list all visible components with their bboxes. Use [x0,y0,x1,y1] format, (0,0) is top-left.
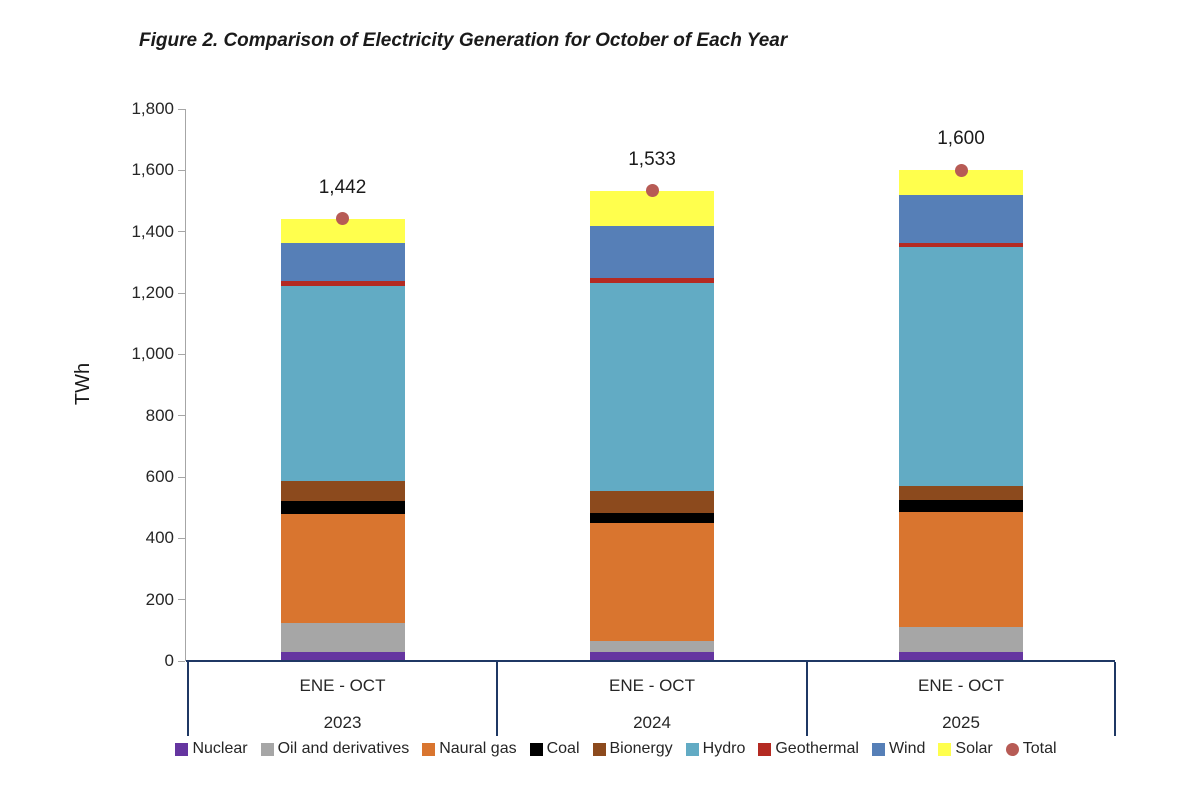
y-tick-mark [178,537,185,539]
legend-swatch-total-icon [1005,742,1019,756]
category-year-label: 2025 [942,713,980,732]
y-tick-mark [178,660,185,662]
bar-segment-oil-and-derivatives [280,623,405,652]
bar-segment-geothermal [590,277,714,283]
category-divider [806,662,808,736]
y-tick-mark [178,292,185,294]
y-tick-label: 400 [145,528,174,548]
legend-label: Oil and derivatives [277,740,410,757]
y-tick-mark [178,169,185,171]
bar-segment-bionergy [899,485,1023,500]
legend-swatch-coal-icon [529,742,543,756]
legend-item-solar: Solar [938,740,993,758]
bar-segment-coal [280,500,405,515]
legend-swatch-bionergy-icon [592,742,606,756]
y-tick-label: 1,600 [131,160,174,180]
y-tick-mark [178,231,185,233]
legend-swatch-hydro-icon [685,742,699,756]
category-divider [1114,662,1116,736]
y-tick-mark [178,108,185,110]
legend-label: Total [1022,740,1057,757]
legend-item-bionergy: Bionergy [592,740,673,758]
category-period-label: ENE - OCT [918,676,1004,695]
total-marker-dot [336,212,349,226]
legend-label: Hydro [702,740,746,757]
bar-segment-coal [899,500,1023,512]
bar-segment-wind [280,243,405,282]
total-value-label: 1,442 [318,176,367,198]
total-marker-dot [954,163,968,177]
bar-segment-coal [590,512,714,523]
y-tick-label: 600 [145,467,174,486]
y-tick-mark [178,353,185,355]
legend-label: Geothermal [775,740,859,757]
legend-swatch-oil-and-derivatives-icon [260,742,274,756]
y-tick-label: 1,000 [131,344,174,364]
y-tick-label: 1,800 [131,99,174,118]
bar-segment-hydro [899,247,1023,486]
y-tick-label: 800 [145,405,174,425]
total-marker-dot [645,184,659,198]
bar-segment-naural-gas [899,511,1023,627]
bar-segment-geothermal [899,242,1023,248]
legend-item-geothermal: Geothermal [758,740,859,758]
category-period-label: ENE - OCT [299,676,386,695]
bar-segment-nuclear [899,651,1023,661]
bar-segment-geothermal [280,281,405,286]
y-tick-mark [178,599,185,601]
legend-label: Naural gas [439,740,517,757]
category-divider [187,662,189,736]
legend-item-coal: Coal [529,740,580,758]
legend-swatch-wind-icon [871,742,885,756]
total-value-label: 1,533 [628,148,676,170]
legend-swatch-solar-icon [938,742,952,756]
bar-segment-nuclear [280,651,405,661]
category-year-label: 2023 [323,713,362,732]
x-axis-baseline [186,660,1115,662]
bar-segment-naural-gas [280,514,405,624]
legend-label: Nuclear [192,740,248,757]
legend-swatch-geothermal-icon [758,742,772,756]
bar-segment-naural-gas [590,522,714,642]
y-tick-mark [178,476,185,478]
bar-segment-oil-and-derivatives [590,641,714,652]
bar-segment-oil-and-derivatives [899,626,1023,652]
y-axis-line [185,109,186,661]
legend-label: Wind [888,740,926,757]
legend-swatch-naural-gas-icon [422,742,436,756]
legend-label: Coal [546,740,580,757]
legend-swatch-nuclear-icon [175,742,189,756]
bar-segment-bionergy [280,480,405,501]
bar-segment-hydro [590,282,714,491]
chart-title: Figure 2. Comparison of Electricity Gene… [139,30,788,51]
y-tick-label: 1,200 [131,283,174,302]
legend-label: Solar [955,740,993,757]
y-tick-label: 0 [164,651,174,670]
category-divider [496,662,498,736]
category-year-label: 2024 [633,713,671,732]
category-period-label: ENE - OCT [609,676,695,695]
legend-item-naural-gas: Naural gas [422,740,517,758]
y-tick-label: 1,400 [131,221,174,241]
bar-segment-nuclear [590,651,714,661]
legend-item-hydro: Hydro [685,740,746,758]
chart-legend: Nuclear Oil and derivatives Naural gas Coal… [116,740,1116,758]
legend-item-nuclear: Nuclear [175,740,248,758]
bar-segment-wind [590,226,714,278]
total-value-label: 1,600 [937,128,985,150]
y-tick-label: 200 [145,589,174,609]
bar-segment-bionergy [590,490,714,513]
bar-segment-wind [899,194,1023,243]
y-tick-mark [178,415,185,417]
legend-label: Bionergy [609,740,673,757]
bar-segment-hydro [280,285,405,481]
legend-item-wind: Wind [871,740,926,758]
legend-item-total: Total [1005,740,1057,758]
legend-item-oil-and-derivatives: Oil and derivatives [260,740,410,758]
